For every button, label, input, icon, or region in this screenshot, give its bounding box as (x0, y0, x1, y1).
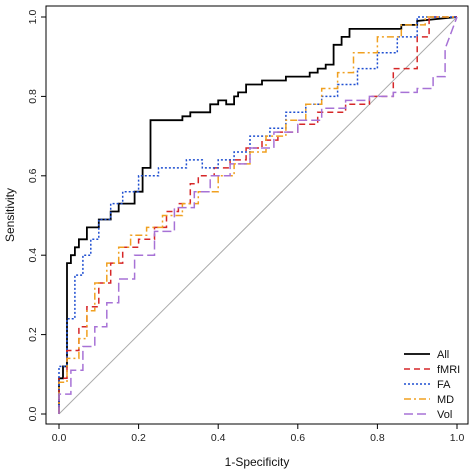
x-tick-label: 0.0 (52, 432, 67, 444)
series-line-all (58, 16, 458, 414)
legend-label-vol: Vol (437, 409, 452, 421)
x-tick-label: 0.4 (211, 432, 226, 444)
series-line-vol (58, 16, 458, 414)
reference-diagonal-line (58, 16, 458, 415)
legend-label-fmri: fMRI (437, 364, 460, 376)
y-tick-label: 0.8 (27, 89, 39, 104)
y-tick-label: 0.2 (27, 327, 39, 342)
y-tick-label: 0.0 (27, 407, 39, 422)
series-line-fa (58, 16, 457, 414)
legend: All fMRI FA MD Vol (404, 349, 460, 421)
legend-label-fa: FA (437, 379, 451, 391)
reference-line-layer (58, 16, 458, 415)
y-tick-label: 0.6 (27, 168, 39, 183)
x-tick-label: 0.6 (290, 432, 305, 444)
legend-label-md: MD (437, 394, 454, 406)
y-tick-label: 1.0 (27, 10, 39, 25)
series-line-md (58, 16, 457, 414)
y-tick-label: 0.4 (27, 248, 39, 263)
x-tick-label: 0.8 (370, 432, 385, 444)
legend-label-all: All (437, 349, 449, 361)
x-tick-label: 1.0 (450, 432, 465, 444)
series-layer (58, 16, 458, 414)
x-axis-title: 1-Specificity (225, 455, 290, 469)
y-axis-title: Sensitivity (3, 188, 17, 242)
series-line-fmri (58, 16, 457, 414)
x-tick-label: 0.2 (131, 432, 146, 444)
y-axis: 0.0 0.2 0.4 0.6 0.8 1.0 (27, 10, 46, 422)
x-axis: 0.0 0.2 0.4 0.6 0.8 1.0 (52, 424, 465, 444)
plot-frame (45, 5, 469, 425)
